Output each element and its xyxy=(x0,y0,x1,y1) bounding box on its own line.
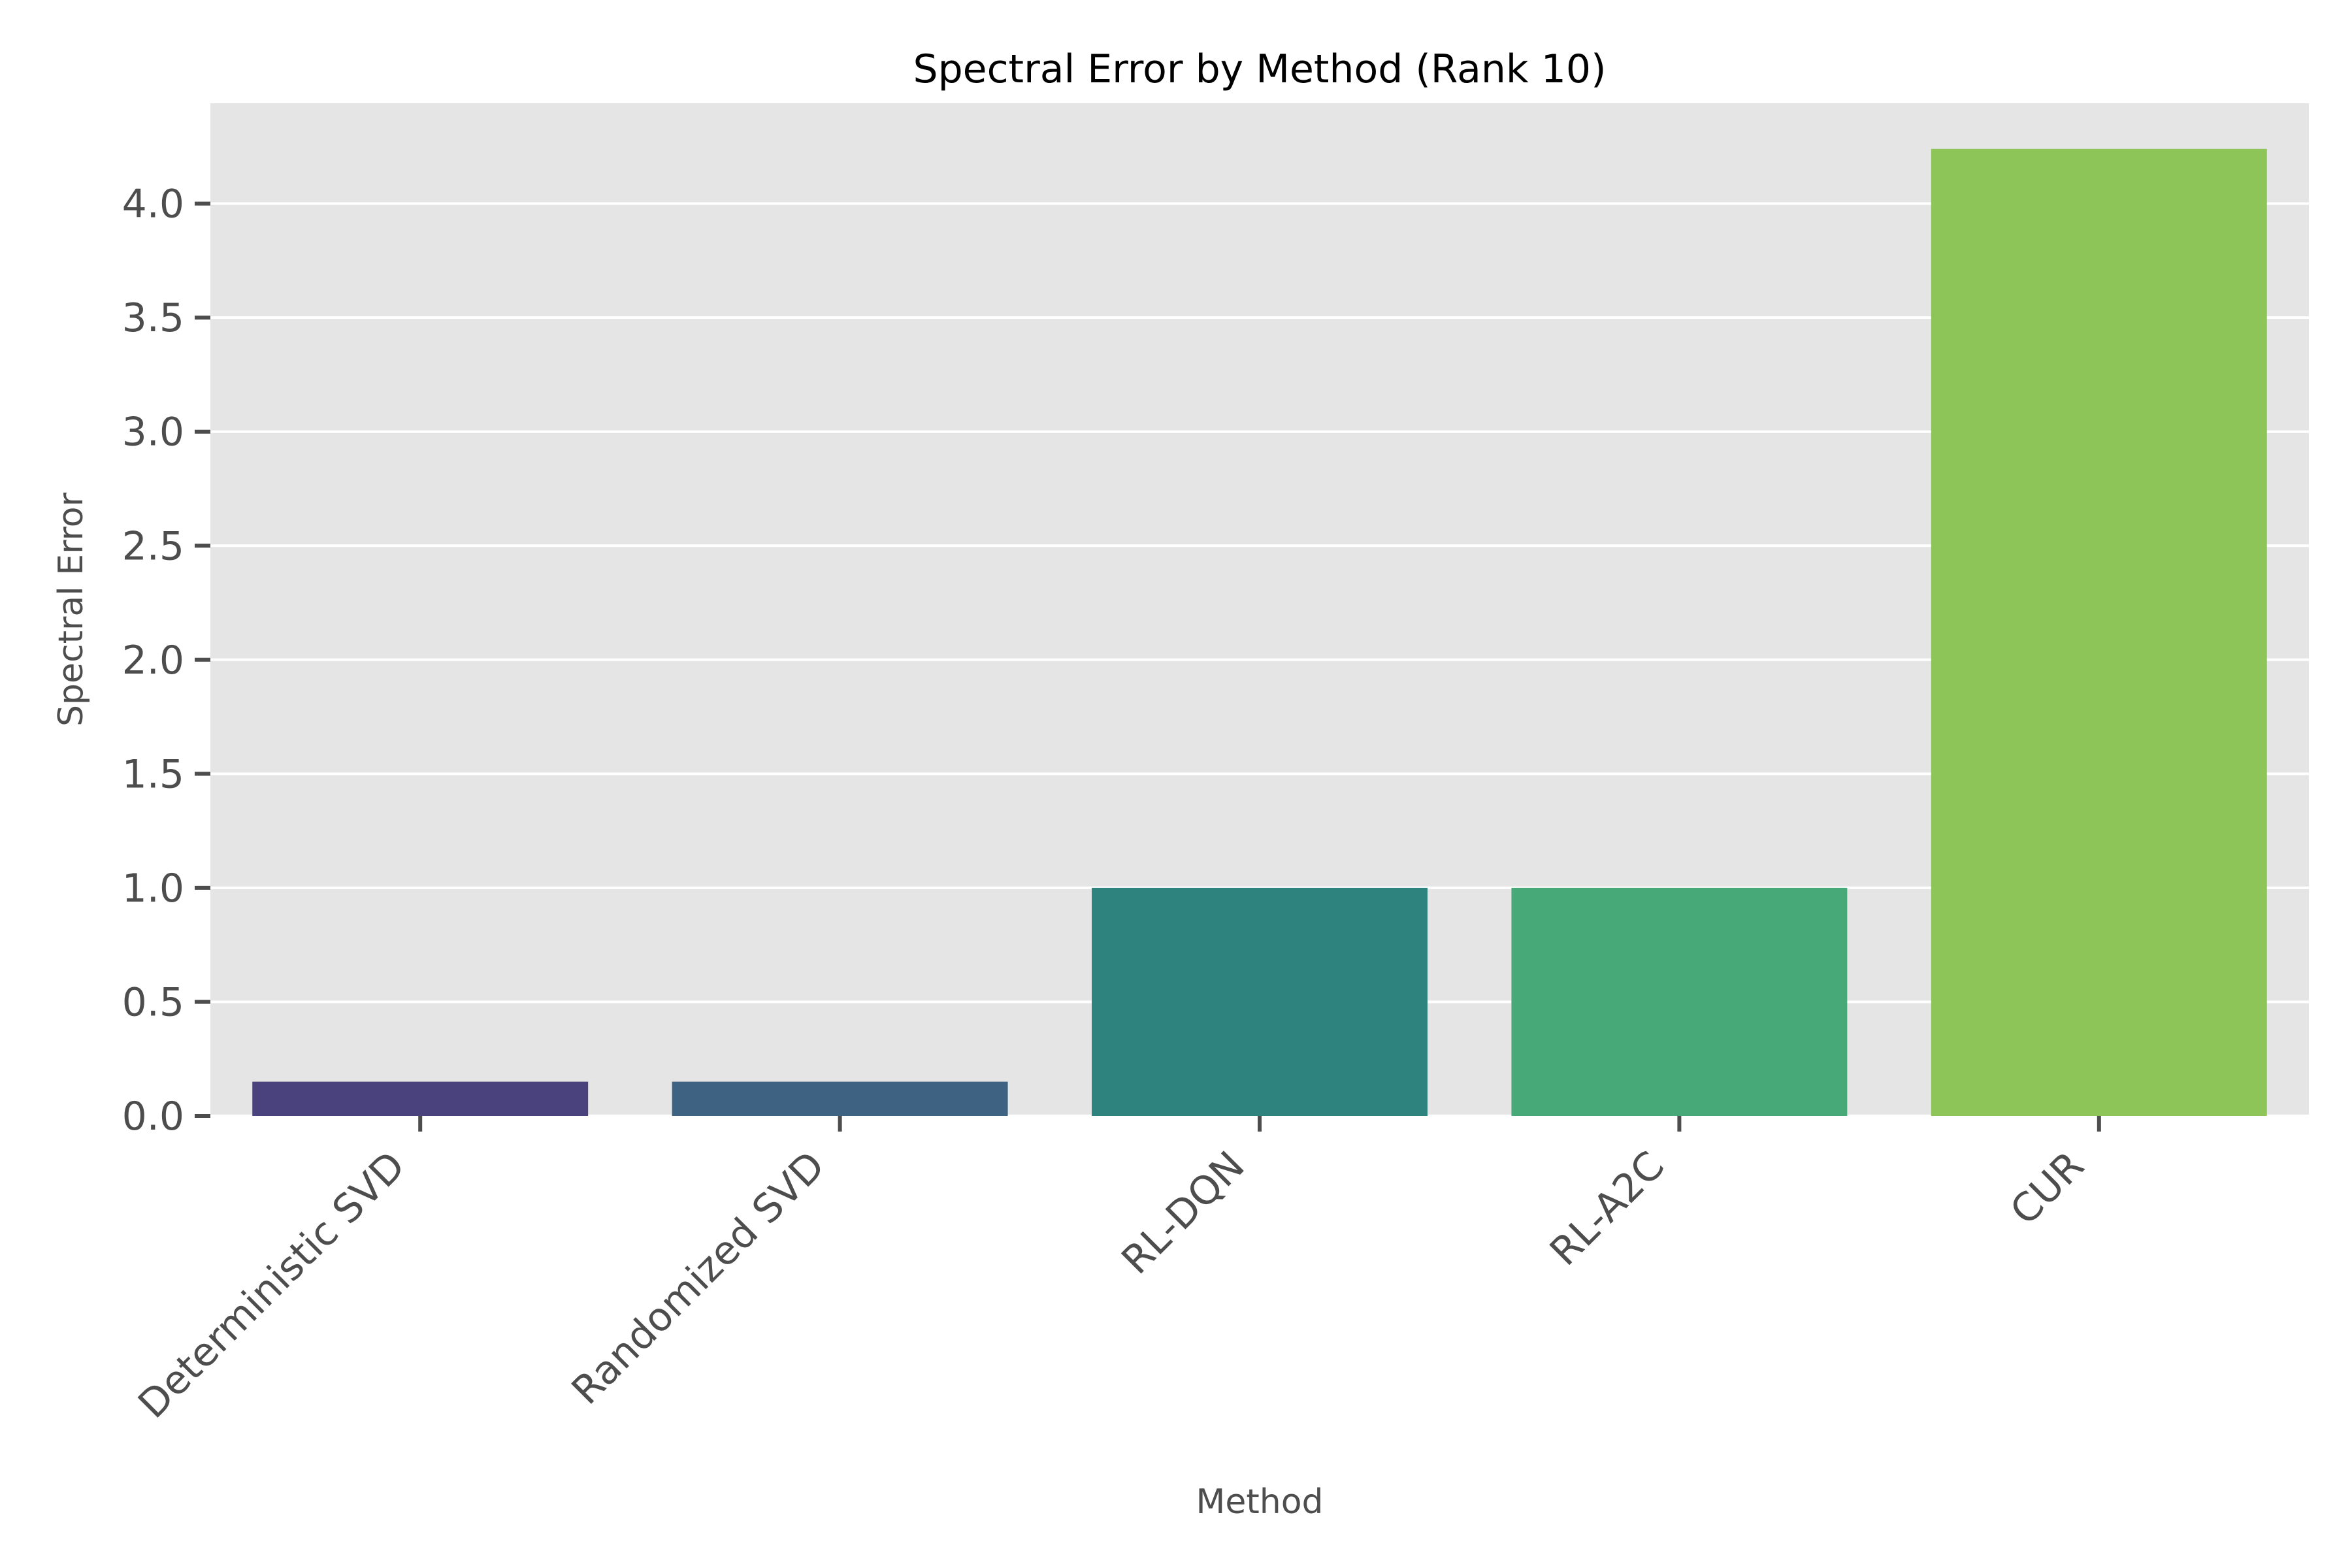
x-tick-label: CUR xyxy=(2002,1143,2093,1234)
y-tick-label: 1.0 xyxy=(122,866,184,911)
x-axis-label: Method xyxy=(1196,1482,1323,1522)
y-axis-label: Spectral Error xyxy=(52,492,91,727)
y-tick-label: 3.0 xyxy=(122,410,184,455)
y-tick-label: 2.5 xyxy=(122,523,184,569)
bar-rl-a2c xyxy=(1511,887,1848,1116)
y-tick-label: 4.0 xyxy=(122,182,184,227)
bar-cur xyxy=(1931,148,2267,1116)
y-tick-label: 3.5 xyxy=(122,295,184,341)
x-tick-label: Randomized SVD xyxy=(563,1143,834,1413)
y-axis-ticks: 0.0 0.5 1.0 1.5 2.0 2.5 3.0 3.5 4.0 xyxy=(122,182,210,1139)
x-tick-label: RL-DQN xyxy=(1113,1143,1254,1283)
chart-title: Spectral Error by Method (Rank 10) xyxy=(913,46,1606,92)
y-tick-label: 0.0 xyxy=(122,1094,184,1139)
x-tick-label: Deterministic SVD xyxy=(129,1143,414,1427)
y-tick-label: 1.5 xyxy=(122,751,184,797)
bars xyxy=(252,148,2267,1116)
bar-rl-dqn xyxy=(1092,887,1428,1116)
y-tick-label: 2.0 xyxy=(122,638,184,683)
bar-deterministic-svd xyxy=(252,1081,589,1116)
y-tick-label: 0.5 xyxy=(122,979,184,1025)
x-axis-ticks: Deterministic SVD Randomized SVD RL-DQN RL-… xyxy=(129,1116,2101,1428)
bar-randomized-svd xyxy=(672,1081,1008,1116)
x-tick-label: RL-A2C xyxy=(1541,1143,1673,1275)
